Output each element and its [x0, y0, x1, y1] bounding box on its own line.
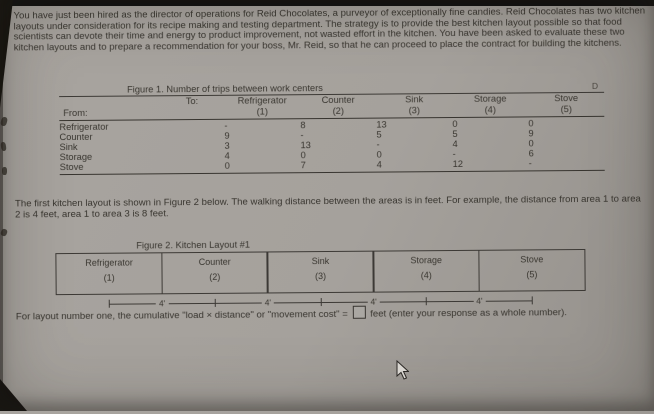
row-stove-label: Stove [59, 161, 84, 173]
answer-input-box[interactable] [352, 305, 366, 319]
trip-cell: 0 [376, 149, 382, 160]
trip-cell: 0 [452, 118, 458, 130]
dimension-wire [109, 302, 157, 305]
dimension-wire [379, 300, 427, 303]
dimension-wire [321, 301, 368, 303]
trip-cell: 0 [528, 138, 534, 149]
caption-corner-mark: D [591, 80, 599, 91]
trip-cell: 4 [376, 159, 382, 170]
trip-cell: 3 [224, 140, 230, 151]
dimension-wire [274, 301, 321, 303]
from-label: From: [63, 107, 88, 119]
trip-cell: 5 [452, 128, 458, 140]
box-name: Counter [198, 256, 231, 268]
trip-cell: - [300, 130, 304, 141]
box-number: (4) [420, 270, 432, 281]
col-header-counter: Counter [321, 94, 355, 106]
trip-cell: 4 [224, 150, 230, 161]
trip-cell: 13 [376, 119, 387, 130]
photo-edge-left [0, 0, 3, 411]
trip-cell: 7 [300, 160, 306, 171]
box-name: Storage [410, 255, 442, 266]
dimension-wire [168, 302, 215, 304]
col-header-storage: Storage [473, 93, 507, 104]
question-prefix: For layout number one, the cumulative "l… [15, 308, 351, 323]
trip-cell: 0 [300, 150, 306, 161]
trip-cell: 8 [300, 120, 306, 131]
problem-statement: You have just been hired as the director… [13, 5, 646, 54]
photo-artifact [2, 167, 7, 175]
trip-cell: 6 [528, 148, 534, 159]
dimension-wire [485, 299, 532, 302]
trip-cell: - [376, 139, 380, 150]
figure2-caption: Figure 2. Kitchen Layout #1 [136, 239, 251, 251]
question-suffix: feet (enter your response as a whole num… [367, 307, 568, 320]
box-name: Stove [520, 254, 544, 265]
box-name: Refrigerator [85, 257, 133, 268]
trip-cell: 5 [376, 129, 382, 140]
trip-cell: 0 [224, 160, 230, 171]
layout-box-sink: Sink (3) [266, 250, 375, 294]
box-number: (3) [315, 271, 327, 282]
dimension-tick [531, 296, 533, 305]
dimension-wire [215, 302, 262, 304]
trip-table-body: Refrigerator - 8 13 0 0 Counter 9 - 5 5 … [59, 116, 605, 176]
trip-cell: - [452, 148, 456, 160]
col-number-1: (1) [256, 106, 268, 117]
box-number: (1) [103, 272, 115, 283]
figure1-trip-table: Figure 1. Number of trips between work c… [59, 80, 605, 176]
trip-cell: 12 [452, 158, 464, 170]
col-header-sink: Sink [405, 94, 424, 105]
col-number-5: (5) [560, 104, 572, 115]
layout-box-stove: Stove (5) [478, 248, 586, 292]
box-number: (5) [526, 269, 538, 280]
figure1-caption: Figure 1. Number of trips between work c… [127, 83, 323, 95]
trip-cell: 13 [300, 140, 311, 151]
layout-box-refrigerator: Refrigerator (1) [55, 252, 163, 296]
trip-cell: - [224, 120, 228, 131]
dimension-wire [427, 300, 474, 302]
distance-label: 4' [264, 297, 272, 308]
layout-box-counter: Counter (2) [161, 251, 269, 295]
kitchen-layout-diagram: Refrigerator (1) Counter (2) Sink (3) St… [55, 248, 586, 296]
col-header-refrigerator: Refrigerator [237, 95, 287, 106]
col-number-3: (3) [408, 105, 420, 116]
col-number-4: (4) [484, 104, 496, 115]
box-name: Sink [311, 255, 330, 267]
distance-label: 4' [476, 295, 483, 306]
distance-label: 4' [370, 296, 377, 307]
trip-cell: 9 [224, 130, 230, 141]
distance-label: 4' [158, 298, 166, 309]
trip-cell: 0 [528, 118, 534, 129]
box-number: (2) [209, 271, 221, 282]
col-number-2: (2) [332, 105, 344, 116]
layout-box-storage: Storage (4) [372, 249, 480, 293]
trip-cell: 9 [528, 128, 534, 139]
col-header-stove: Stove [554, 93, 579, 104]
figure2-intro-text: The first kitchen layout is shown in Fig… [14, 193, 641, 221]
mouse-cursor-icon [396, 360, 409, 380]
trip-cell: 4 [452, 138, 458, 150]
photo-edge-top [0, 0, 654, 6]
trip-cell: - [528, 158, 532, 169]
